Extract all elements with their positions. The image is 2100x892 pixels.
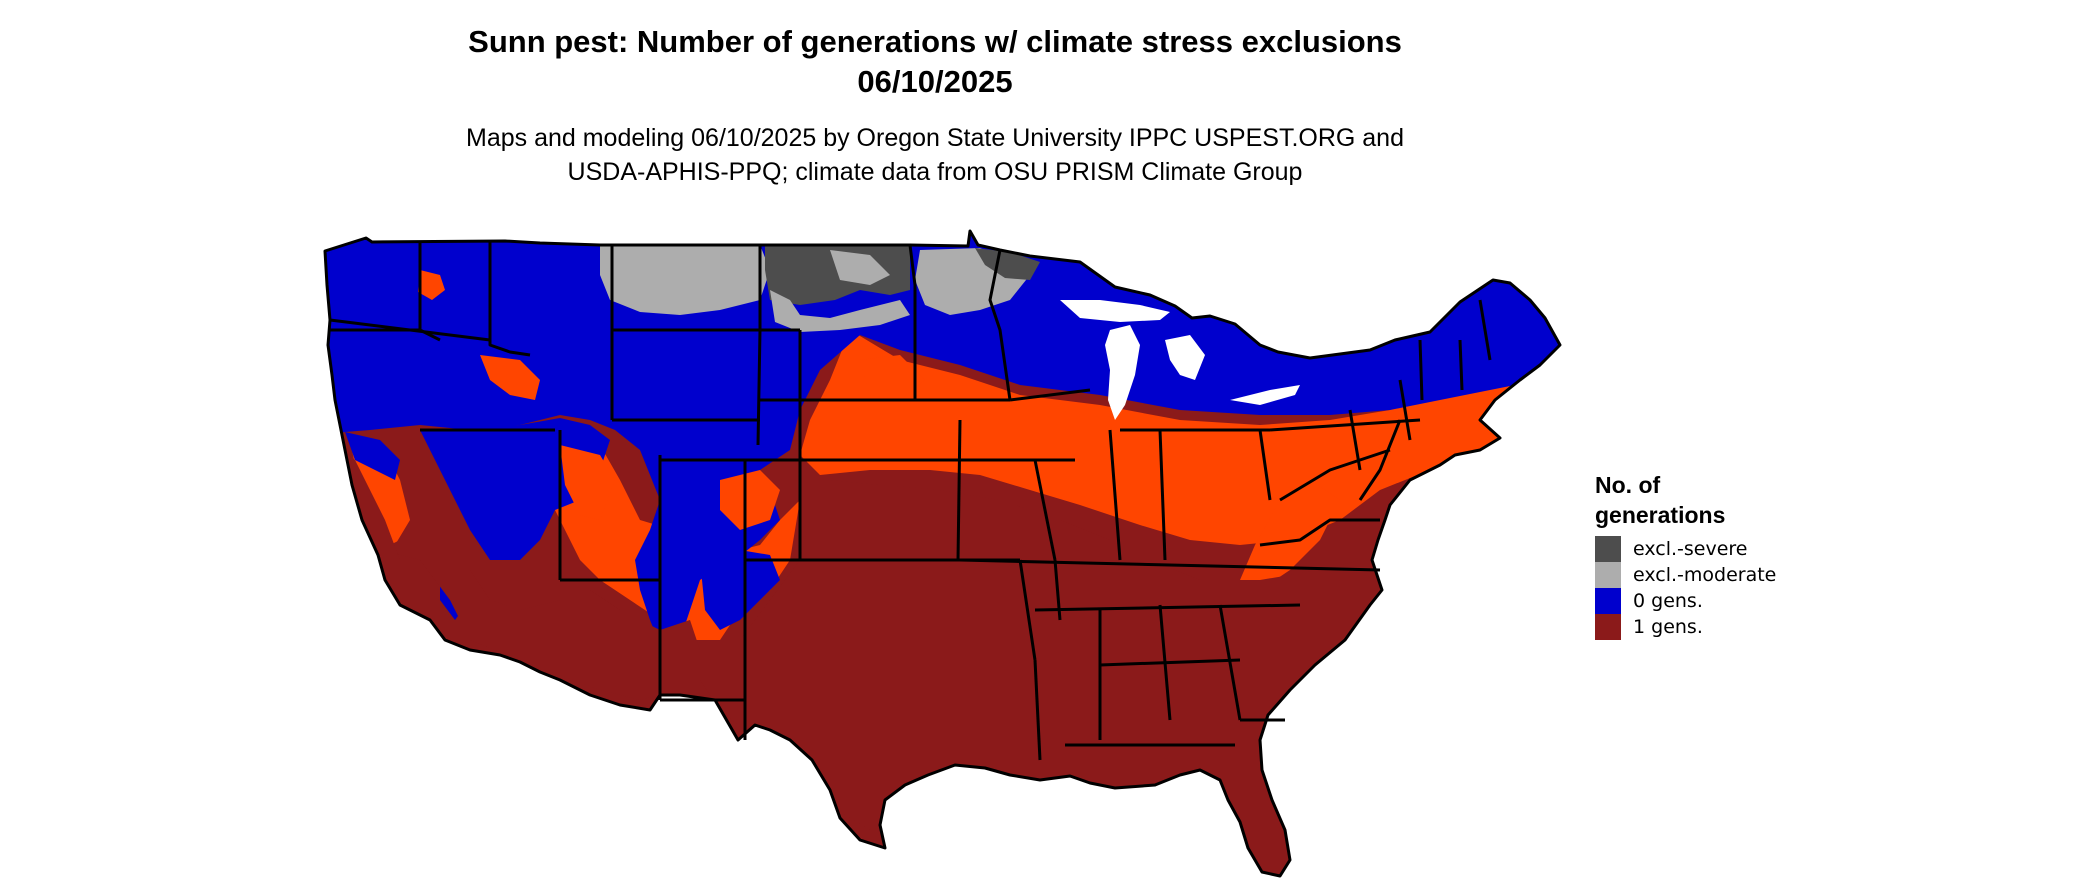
legend-swatch-one-gen	[1595, 614, 1621, 640]
legend-item-excl-moderate: excl.-moderate	[1595, 562, 1855, 588]
transition-patch-washington	[418, 270, 445, 300]
lake-superior	[1060, 300, 1170, 322]
legend-title-line-2: generations	[1595, 502, 1726, 528]
transition-patch-utah	[560, 445, 615, 520]
legend-label-one-gen: 1 gens.	[1633, 616, 1703, 638]
excl-moderate-nd-east	[830, 250, 890, 285]
one-gen-core-southwest	[380, 540, 700, 700]
legend-title: No. of generations	[1595, 470, 1855, 530]
legend: No. of generations excl.-severe excl.-mo…	[1595, 470, 1855, 640]
lake-michigan	[1105, 325, 1140, 420]
transition-patch-colorado	[720, 470, 780, 530]
state-boundaries	[323, 229, 1562, 878]
map-subtitle: Maps and modeling 06/10/2025 by Oregon S…	[0, 121, 1870, 189]
title-line-2: 06/10/2025	[857, 64, 1013, 99]
transition-patch-nebraska	[860, 355, 925, 400]
lake-huron	[1165, 335, 1205, 380]
map-title: Sunn pest: Number of generations w/ clim…	[0, 22, 1870, 102]
transition-patch-idaho	[480, 355, 540, 400]
legend-item-excl-severe: excl.-severe	[1595, 536, 1855, 562]
legend-swatch-excl-severe	[1595, 536, 1621, 562]
transition-zone-california	[350, 440, 410, 545]
transition-zone-appalachian	[1240, 480, 1340, 590]
zero-gens-sierra	[345, 432, 400, 480]
excl-moderate-dakotas	[600, 245, 770, 315]
transition-zone-east	[800, 330, 1540, 545]
legend-label-excl-moderate: excl.-moderate	[1633, 564, 1777, 586]
title-line-1: Sunn pest: Number of generations w/ clim…	[468, 24, 1402, 59]
subtitle-line-2: USDA-APHIS-PPQ; climate data from OSU PR…	[567, 158, 1303, 186]
one-gen-core-south	[700, 480, 1400, 860]
us-generations-map	[323, 229, 1562, 878]
zero-gens-new-mexico	[700, 550, 780, 630]
legend-label-excl-severe: excl.-severe	[1633, 538, 1748, 560]
lake-erie	[1230, 385, 1300, 405]
legend-title-line-1: No. of	[1595, 472, 1661, 498]
legend-swatch-zero-gens	[1595, 588, 1621, 614]
legend-item-zero-gens: 0 gens.	[1595, 588, 1855, 614]
legend-item-one-gen: 1 gens.	[1595, 614, 1855, 640]
legend-label-zero-gens: 0 gens.	[1633, 590, 1703, 612]
excl-severe-minnesota	[975, 248, 1040, 280]
excl-moderate-montana-east	[770, 290, 910, 332]
legend-swatch-excl-moderate	[1595, 562, 1621, 588]
subtitle-line-1: Maps and modeling 06/10/2025 by Oregon S…	[466, 124, 1404, 152]
